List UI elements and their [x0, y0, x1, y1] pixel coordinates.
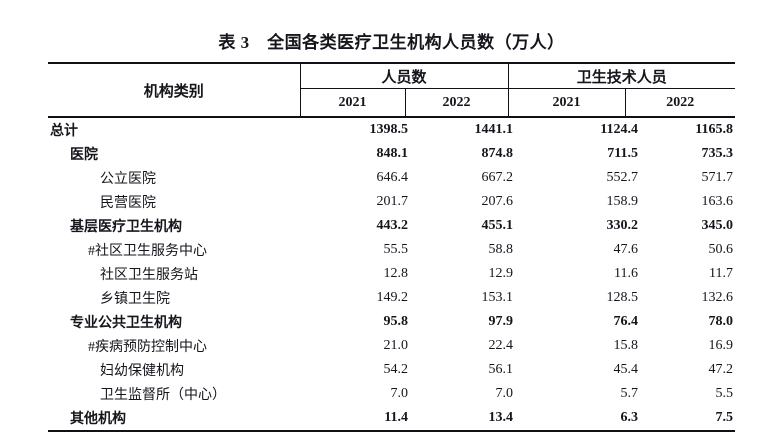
value-cell: 12.8: [383, 266, 409, 281]
value-cell: 1398.5: [369, 122, 409, 137]
value-cell: 7.5: [715, 410, 734, 425]
category-cell: 民营医院: [100, 196, 156, 211]
value-cell: 158.9: [606, 194, 639, 209]
value-cell: 11.7: [709, 266, 733, 281]
table-header: 机构类别 人员数 卫生技术人员 2021 2022 2021 2022: [48, 62, 736, 118]
value-cell: 50.6: [708, 242, 734, 257]
category-cell: 其他机构: [70, 412, 126, 427]
stats-table-document: 表 3 全国各类医疗卫生机构人员数（万人） 机构类别 人员数 卫生技术人员 20…: [48, 28, 736, 432]
year-header-personnel-2021: 2021: [300, 88, 406, 117]
category-cell: 基层医疗卫生机构: [70, 220, 182, 235]
value-cell: 12.9: [488, 266, 514, 281]
group-header-health-technicians: 卫生技术人员: [508, 63, 736, 89]
value-cell: 47.6: [613, 242, 639, 257]
table-row: 卫生监督所（中心） 7.0 7.0 5.7 5.5: [48, 382, 735, 406]
value-cell: 11.6: [614, 266, 638, 281]
value-cell: 6.3: [620, 410, 639, 425]
category-cell: 公立医院: [100, 172, 156, 187]
table-row: #社区卫生服务中心 55.5 58.8 47.6 50.6: [48, 238, 735, 262]
value-cell: 13.4: [488, 410, 514, 425]
table-row: 其他机构 11.4 13.4 6.3 7.5: [48, 406, 735, 431]
value-cell: 149.2: [376, 290, 409, 305]
table-row: 社区卫生服务站 12.8 12.9 11.6 11.7: [48, 262, 735, 286]
value-cell: 76.4: [613, 314, 639, 329]
value-cell: 21.0: [383, 338, 409, 353]
table-row: 妇幼保健机构 54.2 56.1 45.4 47.2: [48, 358, 735, 382]
table-row: 乡镇卫生院 149.2 153.1 128.5 132.6: [48, 286, 735, 310]
category-cell: #疾病预防控制中心: [88, 340, 207, 355]
year-header-row: 2021 2022 2021 2022: [48, 88, 735, 117]
value-cell: 45.4: [613, 362, 639, 377]
value-cell: 7.0: [495, 386, 514, 401]
value-cell: 78.0: [708, 314, 734, 329]
category-column-header: 机构类别: [48, 63, 301, 117]
table-row: 专业公共卫生机构 95.8 97.9 76.4 78.0: [48, 310, 735, 334]
year-header-tech-2021: 2021: [508, 88, 626, 117]
value-cell: 443.2: [376, 218, 409, 233]
group-header-personnel: 人员数: [300, 63, 509, 89]
value-cell: 345.0: [701, 218, 734, 233]
value-cell: 735.3: [701, 146, 734, 161]
table-row: 总计 1398.5 1441.1 1124.4 1165.8: [48, 118, 735, 142]
value-cell: 15.8: [613, 338, 639, 353]
value-cell: 128.5: [606, 290, 639, 305]
value-cell: 201.7: [376, 194, 409, 209]
value-cell: 1124.4: [600, 122, 638, 137]
value-cell: 22.4: [488, 338, 514, 353]
value-cell: 7.0: [390, 386, 409, 401]
table-row: 基层医疗卫生机构 443.2 455.1 330.2 345.0: [48, 214, 735, 238]
category-cell: 卫生监督所（中心）: [100, 388, 226, 403]
value-cell: 132.6: [701, 290, 734, 305]
value-cell: 47.2: [708, 362, 734, 377]
value-cell: 552.7: [606, 170, 639, 185]
category-cell: 医院: [70, 148, 98, 163]
value-cell: 571.7: [701, 170, 734, 185]
year-header-tech-2022: 2022: [666, 94, 695, 110]
category-cell: 妇幼保健机构: [100, 364, 184, 379]
table-row: #疾病预防控制中心 21.0 22.4 15.8 16.9: [48, 334, 735, 358]
value-cell: 55.5: [383, 242, 409, 257]
value-cell: 1165.8: [695, 122, 733, 137]
table-title: 表 3 全国各类医疗卫生机构人员数（万人）: [218, 33, 565, 52]
value-cell: 163.6: [701, 194, 734, 209]
category-cell: 总计: [50, 124, 78, 139]
value-cell: 56.1: [488, 362, 514, 377]
value-cell: 330.2: [606, 218, 639, 233]
table-row: 民营医院 201.7 207.6 158.9 163.6: [48, 190, 735, 214]
table-row: 医院 848.1 874.8 711.5 735.3: [48, 142, 735, 166]
category-cell: #社区卫生服务中心: [88, 244, 207, 259]
group-header-row: 机构类别 人员数 卫生技术人员: [48, 63, 736, 117]
value-cell: 58.8: [488, 242, 514, 257]
value-cell: 1441.1: [474, 122, 514, 137]
value-cell: 95.8: [383, 314, 409, 329]
value-cell: 646.4: [376, 170, 409, 185]
value-cell: 153.1: [481, 290, 514, 305]
table-body: 总计 1398.5 1441.1 1124.4 1165.8 医院 848.1 874.8 71…: [48, 118, 735, 432]
category-cell: 社区卫生服务站: [100, 268, 198, 283]
value-cell: 848.1: [376, 146, 409, 161]
value-cell: 97.9: [488, 314, 514, 329]
value-cell: 874.8: [481, 146, 514, 161]
category-cell: 乡镇卫生院: [100, 292, 170, 307]
value-cell: 11.4: [384, 410, 408, 425]
value-cell: 54.2: [383, 362, 409, 377]
value-cell: 5.5: [715, 386, 734, 401]
value-cell: 667.2: [481, 170, 514, 185]
value-cell: 455.1: [481, 218, 514, 233]
value-cell: 5.7: [620, 386, 639, 401]
value-cell: 207.6: [481, 194, 514, 209]
year-header-personnel-2022: 2022: [405, 88, 509, 117]
table-row: 公立医院 646.4 667.2 552.7 571.7: [48, 166, 735, 190]
value-cell: 711.5: [607, 146, 638, 161]
category-cell: 专业公共卫生机构: [70, 316, 182, 331]
value-cell: 16.9: [708, 338, 734, 353]
